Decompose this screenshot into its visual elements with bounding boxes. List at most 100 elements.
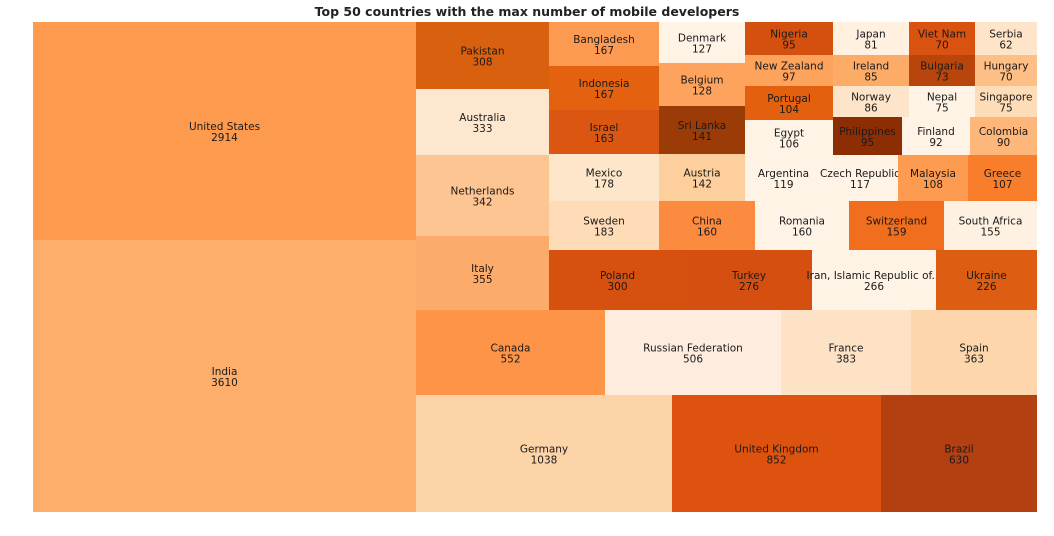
treemap-value-bulgaria: 73 (935, 72, 948, 84)
treemap-rect-portugal (745, 86, 833, 120)
treemap-label-philippines: Philippines (839, 126, 896, 138)
treemap-rect-sri-lanka (659, 106, 745, 154)
treemap-value-singapore: 75 (999, 103, 1012, 115)
treemap-label-austria: Austria (683, 168, 720, 180)
treemap-label-serbia: Serbia (989, 29, 1022, 41)
treemap-rect-denmark (659, 22, 745, 63)
treemap-label-portugal: Portugal (767, 93, 811, 105)
treemap-label-denmark: Denmark (678, 33, 727, 45)
treemap-rect-austria (659, 154, 745, 201)
treemap-label-czech-republic: Czech Republic (820, 168, 900, 180)
treemap-label-nigeria: Nigeria (770, 29, 808, 41)
treemap-value-austria: 142 (692, 179, 712, 191)
treemap-rect-belgium (659, 63, 745, 106)
treemap-rect-united-states (33, 22, 416, 240)
treemap-value-bangladesh: 167 (594, 45, 614, 57)
treemap-rect-new-zealand (745, 55, 833, 86)
treemap-label-colombia: Colombia (979, 126, 1028, 138)
treemap-value-ukraine: 226 (976, 281, 996, 293)
treemap-rect-turkey (686, 250, 812, 310)
treemap-rect-norway (833, 86, 909, 117)
treemap-value-greece: 107 (992, 179, 1012, 191)
treemap-rect-china (659, 201, 755, 250)
treemap-label-poland: Poland (600, 270, 635, 282)
treemap-rect-bangladesh (549, 22, 659, 66)
treemap-value-belgium: 128 (692, 86, 712, 98)
treemap-value-sri-lanka: 141 (692, 131, 712, 143)
treemap-value-china: 160 (697, 227, 717, 239)
treemap-label-singapore: Singapore (980, 92, 1033, 104)
treemap-value-malaysia: 108 (923, 179, 943, 191)
treemap-rect-poland (549, 250, 686, 310)
treemap-label-pakistan: Pakistan (461, 46, 505, 58)
treemap-value-canada: 552 (500, 354, 520, 366)
treemap-value-poland: 300 (607, 281, 627, 293)
treemap-value-nepal: 75 (935, 103, 948, 115)
treemap-rect-indonesia (549, 66, 659, 110)
treemap-value-finland: 92 (929, 137, 942, 149)
treemap-rect-brazil (881, 395, 1037, 512)
treemap-rect-greece (968, 155, 1037, 201)
treemap-rect-argentina (745, 155, 822, 201)
treemap-rect-france (781, 310, 911, 395)
treemap-value-romania: 160 (792, 227, 812, 239)
treemap-value-indonesia: 167 (594, 89, 614, 101)
treemap-label-hungary: Hungary (984, 61, 1029, 73)
treemap-rect-south-africa (944, 201, 1037, 250)
treemap-value-italy: 355 (472, 274, 492, 286)
treemap-value-serbia: 62 (999, 40, 1012, 52)
treemap-rect-czech-republic (822, 155, 898, 201)
treemap-value-philippines: 95 (861, 137, 874, 149)
treemap-label-canada: Canada (491, 343, 531, 355)
treemap-value-brazil: 630 (949, 455, 969, 467)
treemap-rect-switzerland (849, 201, 944, 250)
treemap-label-south-africa: South Africa (959, 216, 1023, 228)
treemap-value-netherlands: 342 (472, 197, 492, 209)
treemap-rect-bulgaria (909, 55, 975, 86)
treemap-label-spain: Spain (959, 343, 988, 355)
treemap-rect-viet-nam (909, 22, 975, 55)
chart-title: Top 50 countries with the max number of … (314, 4, 740, 19)
treemap-value-united-states: 2914 (211, 132, 238, 144)
treemap-value-israel: 163 (594, 133, 614, 145)
treemap-value-spain: 363 (964, 354, 984, 366)
treemap-rect-hungary (975, 55, 1037, 86)
treemap-label-israel: Israel (590, 122, 619, 134)
treemap-label-china: China (692, 216, 722, 228)
treemap-value-nigeria: 95 (782, 40, 795, 52)
treemap-label-brazil: Brazil (944, 444, 973, 456)
treemap-rect-singapore (975, 86, 1037, 117)
treemap-value-mexico: 178 (594, 179, 614, 191)
treemap-label-india: India (212, 366, 238, 378)
treemap-rect-nepal (909, 86, 975, 117)
treemap-rect-sweden (549, 201, 659, 250)
treemap-label-nepal: Nepal (927, 92, 957, 104)
treemap-rect-australia (416, 89, 549, 155)
treemap-value-india: 3610 (211, 377, 238, 389)
